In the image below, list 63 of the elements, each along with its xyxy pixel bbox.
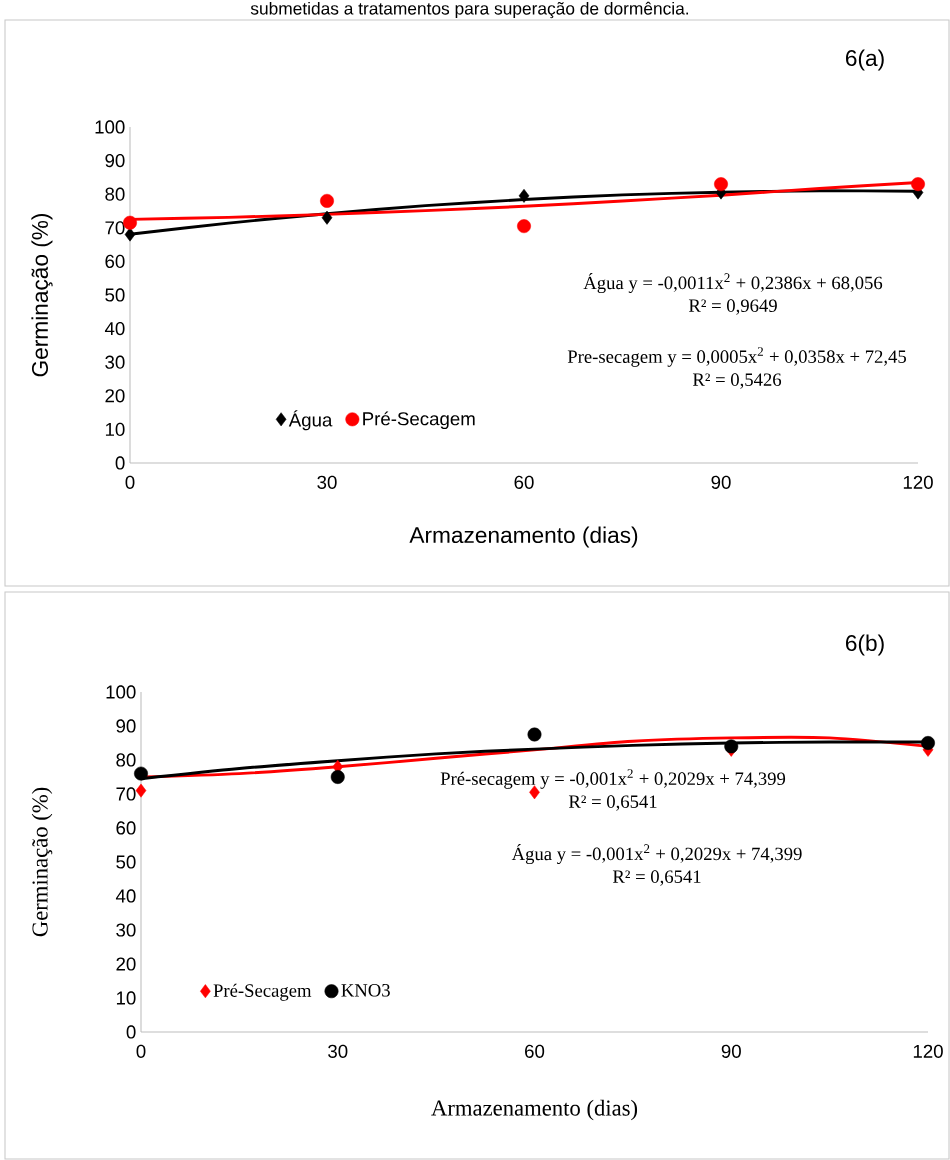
text: submetidas a tratamentos para superação de dormência. xyxy=(250,1,689,19)
y-tick-label: 50 xyxy=(105,288,125,302)
legend-label: Água xyxy=(288,410,333,431)
annotation: R² = 0,5426 xyxy=(692,373,782,389)
y-tick-label: 80 xyxy=(116,753,136,767)
x-tick-label: 120 xyxy=(913,1044,943,1058)
legend-label: KNO3 xyxy=(341,984,390,997)
point xyxy=(123,215,137,230)
y-axis-title: Germinação (%) xyxy=(31,787,53,937)
point xyxy=(527,727,542,742)
point xyxy=(921,736,935,750)
point xyxy=(517,219,531,234)
y-axis-title: Germinação (%) xyxy=(31,213,53,377)
annotation: R² = 0,6541 xyxy=(612,870,701,886)
y-tick-label: 90 xyxy=(105,153,125,168)
y-tick-label: 10 xyxy=(116,991,136,1005)
y-tick-label: 70 xyxy=(116,787,136,801)
y-tick-label: 50 xyxy=(116,855,136,869)
x-tick-label: 30 xyxy=(317,475,337,489)
y-tick-label: 20 xyxy=(105,389,125,403)
y-tick-label: 90 xyxy=(116,719,136,733)
annotation: R² = 0,6541 xyxy=(568,795,657,811)
annotation: Água y = -0,001x$^{2}$ + 0,2029x + 74,399 xyxy=(511,843,802,865)
x-tick-label: 90 xyxy=(721,1044,741,1058)
y-tick-label: 60 xyxy=(116,821,136,835)
x-tick-label: 30 xyxy=(328,1044,348,1058)
point xyxy=(134,766,148,781)
x-tick-label: 60 xyxy=(525,1044,545,1058)
point xyxy=(124,227,136,242)
annotation: R² = 0,9649 xyxy=(688,299,777,315)
x-tick-label: 90 xyxy=(711,475,731,489)
point xyxy=(518,188,530,203)
annotation: Pre-secagem y = 0,0005x$^{2}$ + 0,0358x + 72,45 xyxy=(567,347,907,367)
annotation: Água y = -0,0011x$^{2}$ + 0,2386x + 68,056 xyxy=(583,272,883,294)
y-tick-label: 100 xyxy=(106,685,136,699)
y-tick-label: 20 xyxy=(116,957,136,971)
y-tick-label: 10 xyxy=(105,422,125,437)
point xyxy=(321,210,333,225)
chart-title: 6(a) xyxy=(846,49,884,71)
point xyxy=(911,177,925,192)
x-tick-label: 60 xyxy=(514,475,534,489)
point xyxy=(330,770,345,784)
legend-label: Pré-Secagem xyxy=(363,411,475,430)
y-tick-label: 40 xyxy=(104,321,125,336)
y-tick-label: 30 xyxy=(116,923,136,937)
y-tick-label: 60 xyxy=(105,254,125,269)
point xyxy=(714,177,728,192)
legend-label: Pré-Secagem xyxy=(213,983,312,1001)
x-axis-title: Armazenamento (dias) xyxy=(409,526,638,548)
x-tick-label: 120 xyxy=(903,475,933,489)
x-axis-title: Armazenamento (dias) xyxy=(431,1099,638,1121)
y-tick-label: 70 xyxy=(105,221,125,235)
annotation: Pré-secagem y = -0,001x$^{2}$ + 0,2029x + 74,399 xyxy=(440,769,786,789)
y-tick-label: 80 xyxy=(105,187,125,201)
x-tick-label: 0 xyxy=(136,1044,146,1058)
chart-title: 6(b) xyxy=(846,634,884,656)
y-tick-label: 40 xyxy=(115,889,136,903)
y-tick-label: 30 xyxy=(105,355,125,369)
y-tick-label: 0 xyxy=(115,456,125,470)
y-tick-label: 0 xyxy=(126,1025,136,1039)
y-tick-label: 100 xyxy=(95,120,125,134)
point xyxy=(135,783,147,798)
point xyxy=(320,193,334,208)
